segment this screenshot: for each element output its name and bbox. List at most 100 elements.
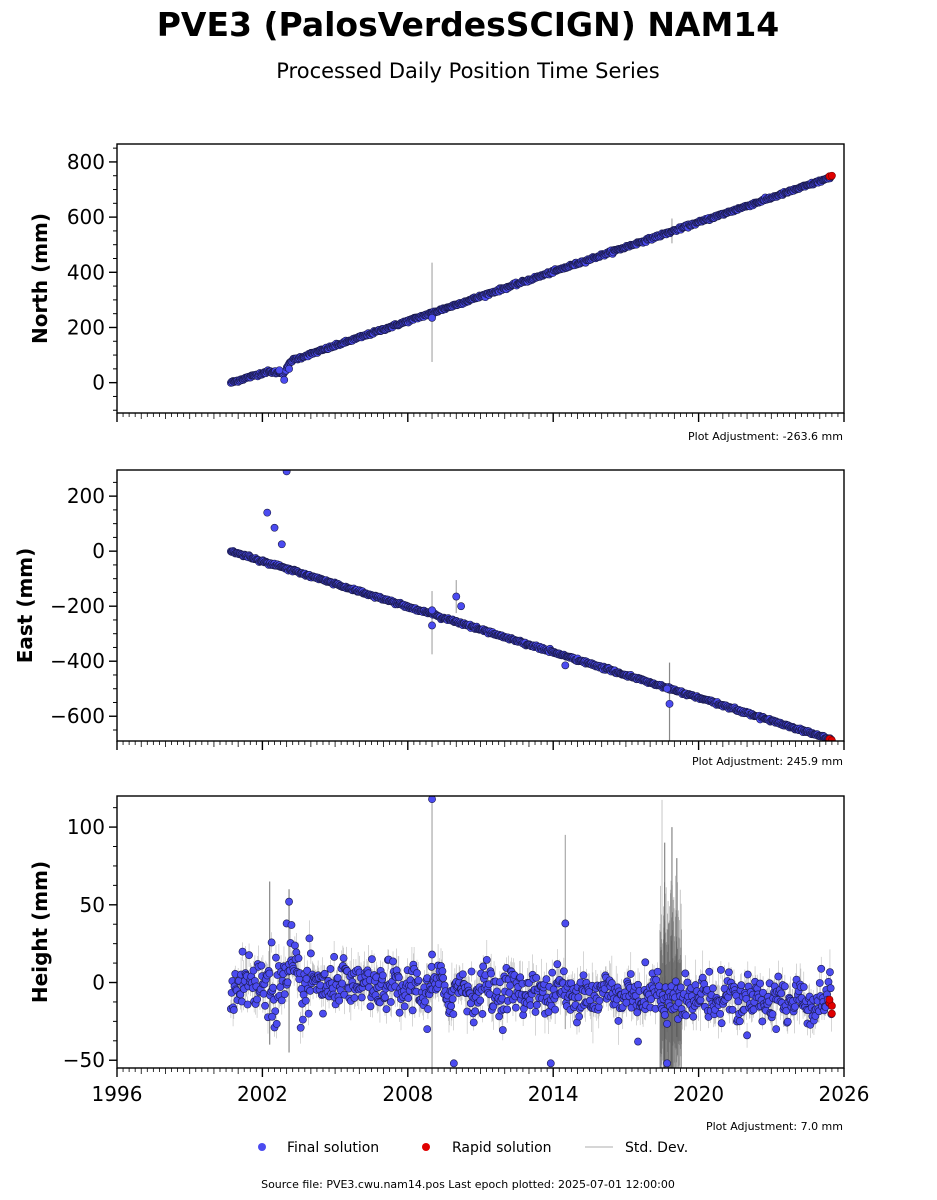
height-final-point — [724, 968, 733, 977]
height-final-point — [653, 967, 662, 976]
height-final-point — [298, 1015, 307, 1024]
height-outlier-point — [561, 919, 570, 928]
height-outlier-point — [268, 1012, 276, 1021]
height-outlier-point — [772, 1025, 781, 1034]
east-axes-frame — [116, 469, 845, 742]
height-final-point — [382, 1005, 391, 1013]
height-final-point — [395, 1008, 404, 1017]
height-final-point — [304, 1009, 313, 1018]
height-final-point — [579, 971, 588, 980]
height-outlier-point — [287, 921, 296, 929]
height-x-tick-label: 2026 — [819, 1082, 870, 1106]
east-plot-area — [226, 470, 836, 741]
height-final-point — [330, 952, 339, 961]
height-final-point — [826, 984, 835, 993]
east-outlier-point — [663, 684, 671, 693]
height-final-point — [305, 934, 314, 943]
height-final-point — [476, 996, 485, 1005]
height-final-point — [413, 969, 421, 977]
height-outlier-point — [428, 796, 436, 804]
height-final-point — [503, 1005, 512, 1014]
east-y-axis-label: East (mm) — [13, 548, 37, 664]
north-outlier-point — [428, 313, 436, 322]
height-final-point — [506, 981, 514, 990]
height-plot-area — [226, 796, 836, 1068]
legend-std-label: Std. Dev. — [625, 1140, 688, 1156]
north-y-axis-label: North (mm) — [28, 213, 52, 344]
height-final-point — [335, 996, 344, 1005]
height-final-point — [817, 964, 826, 973]
height-final-point — [269, 983, 277, 992]
height-final-point — [320, 969, 329, 978]
height-final-point — [414, 976, 423, 985]
height-final-point — [575, 1012, 584, 1021]
height-x-tick-label: 1996 — [92, 1082, 143, 1106]
height-outlier-point — [423, 1025, 432, 1034]
height-final-point — [652, 975, 661, 984]
north-plot-area — [226, 171, 836, 387]
height-final-point — [780, 982, 789, 991]
height-final-point — [404, 994, 413, 1003]
height-final-point — [243, 1000, 252, 1009]
height-final-point — [439, 974, 448, 982]
height-final-point — [478, 1010, 487, 1018]
height-final-point — [614, 1017, 623, 1025]
height-final-point — [498, 1026, 507, 1034]
height-final-point — [705, 967, 714, 976]
height-final-point — [280, 990, 289, 999]
height-final-point — [595, 996, 604, 1005]
height-final-point — [663, 1019, 671, 1028]
height-outlier-point — [428, 950, 436, 959]
north-y-tick-label: 400 — [67, 260, 105, 284]
height-axes-frame — [116, 795, 845, 1069]
chart-subtitle: Processed Daily Position Time Series — [276, 59, 660, 83]
height-y-tick-label: 50 — [80, 893, 105, 917]
height-final-point — [283, 978, 292, 987]
height-y-tick-label: 100 — [67, 815, 105, 839]
height-final-point — [259, 989, 268, 998]
height-final-point — [277, 996, 286, 1005]
height-final-point — [542, 975, 551, 984]
height-final-point — [447, 1002, 456, 1010]
height-final-point — [532, 973, 541, 982]
height-final-point — [378, 971, 387, 980]
east-outlier-point — [428, 621, 436, 630]
legend-final-marker — [258, 1143, 266, 1151]
height-final-point — [594, 1003, 603, 1011]
height-final-point — [381, 993, 389, 1002]
height-final-point — [559, 967, 568, 976]
height-final-point — [424, 1005, 432, 1013]
height-final-point — [799, 983, 808, 991]
height-y-tick-label: 0 — [92, 971, 105, 995]
height-final-point — [458, 970, 467, 979]
height-final-point — [682, 1011, 690, 1020]
east-outlier-point — [428, 606, 436, 615]
height-final-point — [774, 972, 783, 981]
height-final-point — [449, 1010, 458, 1019]
height-x-tick-label: 2008 — [382, 1082, 433, 1106]
height-final-point — [756, 979, 765, 988]
height-final-point — [389, 957, 397, 966]
height-final-point — [531, 1008, 540, 1016]
height-final-point — [245, 951, 253, 960]
height-final-point — [290, 941, 299, 950]
height-final-point — [495, 978, 504, 987]
east-outlier-point — [263, 508, 272, 517]
height-final-point — [737, 981, 746, 990]
height-final-point — [519, 1011, 528, 1019]
north-panel: 0 200 400 600 800 North (mm) — [28, 143, 845, 422]
height-final-point — [533, 1001, 541, 1009]
height-final-point — [735, 1017, 744, 1026]
north-rapid-point — [827, 171, 836, 180]
north-axes-frame — [116, 143, 845, 414]
height-final-point — [366, 1002, 375, 1011]
height-final-point — [394, 973, 403, 982]
height-final-point — [553, 960, 562, 969]
east-y-tick-label: 0 — [92, 539, 105, 563]
height-final-point — [469, 1018, 478, 1027]
height-final-point — [493, 987, 501, 996]
north-outlier-point — [280, 375, 289, 384]
height-final-point — [683, 978, 692, 987]
north-y-tick-label: 0 — [92, 371, 105, 395]
